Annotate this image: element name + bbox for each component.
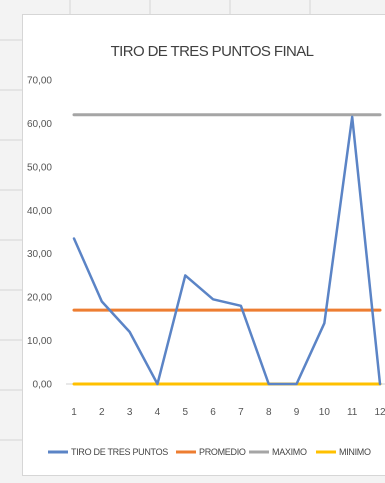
chart-area[interactable] xyxy=(22,14,385,476)
chart-title: TIRO DE TRES PUNTOS FINAL xyxy=(111,43,314,60)
x-tick-label: 1 xyxy=(71,407,77,418)
x-axis-ticks: 1 2 3 4 5 6 7 8 9 10 11 12 xyxy=(71,407,385,418)
y-tick-label: 50,00 xyxy=(27,162,52,173)
x-tick-label: 11 xyxy=(347,407,358,418)
y-tick-label: 60,00 xyxy=(27,119,52,130)
x-tick-label: 10 xyxy=(319,407,331,418)
legend-entry: MINIMO xyxy=(339,447,371,457)
x-tick-label: 3 xyxy=(127,407,133,418)
y-tick-label: 0,00 xyxy=(33,380,53,391)
legend: TIRO DE TRES PUNTOS PROMEDIO MAXIMO MINIMO xyxy=(48,447,371,457)
x-tick-label: 9 xyxy=(294,407,300,418)
y-tick-label: 30,00 xyxy=(27,249,52,260)
x-tick-label: 8 xyxy=(266,407,272,418)
y-tick-label: 70,00 xyxy=(27,76,52,87)
y-tick-label: 10,00 xyxy=(27,336,52,347)
x-tick-label: 12 xyxy=(374,407,385,418)
series-line-tiro-de-tres-puntos[interactable] xyxy=(72,115,382,386)
x-tick-label: 5 xyxy=(182,407,188,418)
x-tick-label: 7 xyxy=(238,407,244,418)
x-tick-label: 4 xyxy=(155,407,161,418)
x-tick-label: 2 xyxy=(99,407,105,418)
y-tick-label: 40,00 xyxy=(27,206,52,217)
y-tick-label: 20,00 xyxy=(27,293,52,304)
y-axis-ticks: 0,00 10,00 20,00 30,00 40,00 50,00 60,00 70,00 xyxy=(27,76,52,391)
legend-entry: TIRO DE TRES PUNTOS xyxy=(71,447,168,457)
series-layer xyxy=(72,113,382,386)
x-tick-label: 6 xyxy=(210,407,216,418)
legend-entry: MAXIMO xyxy=(272,447,307,457)
legend-entry: PROMEDIO xyxy=(199,447,246,457)
